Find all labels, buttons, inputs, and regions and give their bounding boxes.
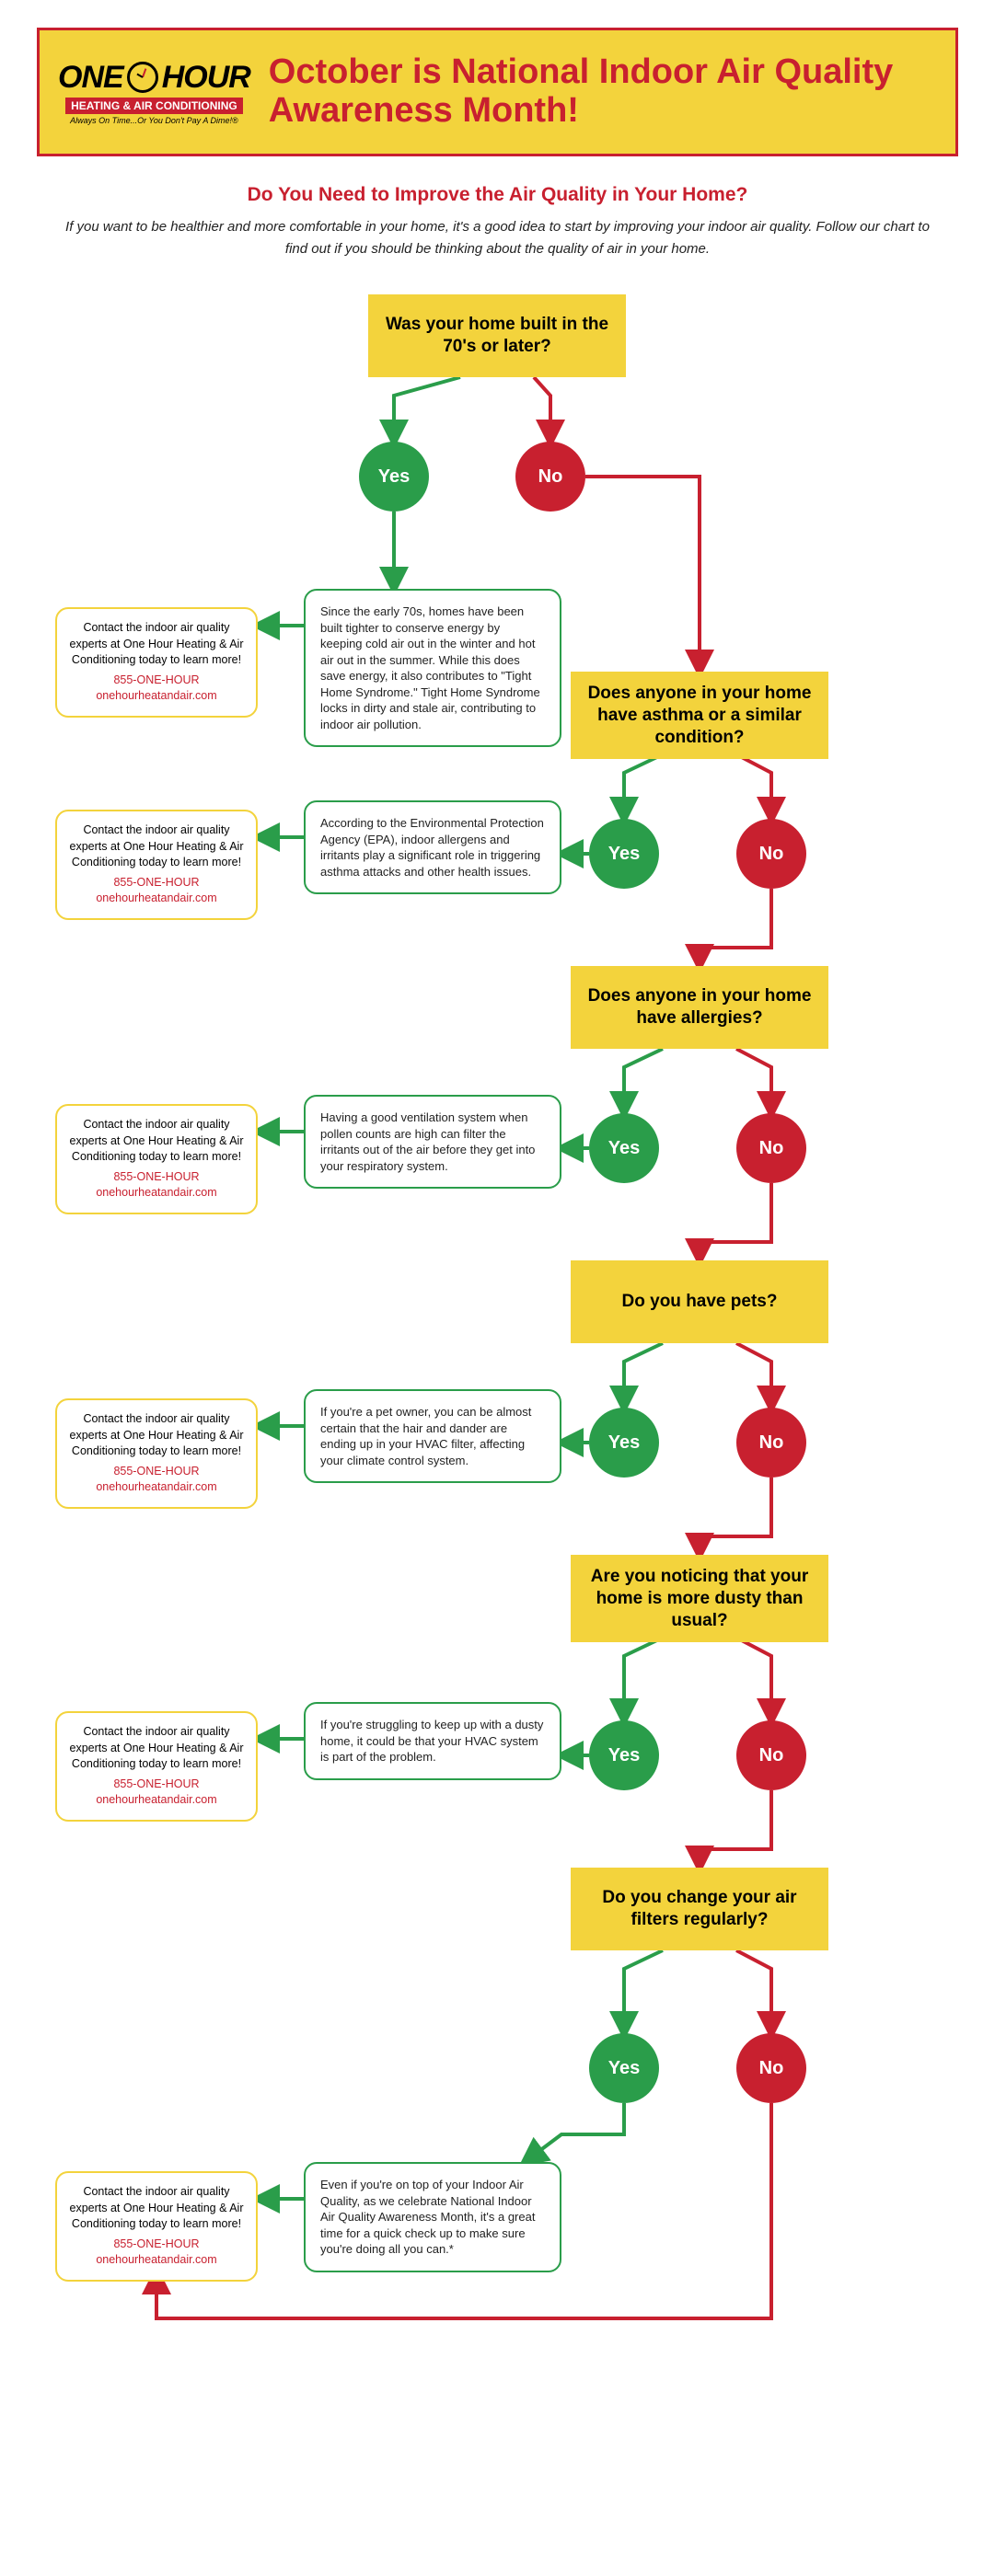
contact-box: Contact the indoor air quality experts a… xyxy=(55,1104,258,1214)
no-node: No xyxy=(736,1408,806,1478)
info-box: Having a good ventilation system when po… xyxy=(304,1095,561,1189)
header-banner: ONE HOUR HEATING & AIR CONDITIONING Alwa… xyxy=(37,28,958,156)
yes-node: Yes xyxy=(589,1113,659,1183)
contact-box: Contact the indoor air quality experts a… xyxy=(55,1398,258,1509)
yes-node: Yes xyxy=(589,819,659,889)
contact-box: Contact the indoor air quality experts a… xyxy=(55,1711,258,1822)
logo-tagline: Always On Time...Or You Don't Pay A Dime… xyxy=(70,116,238,125)
info-box: Since the early 70s, homes have been bui… xyxy=(304,589,561,747)
yes-node: Yes xyxy=(589,1720,659,1790)
yes-node: Yes xyxy=(589,2033,659,2103)
contact-box: Contact the indoor air quality experts a… xyxy=(55,2171,258,2282)
logo-word-hour: HOUR xyxy=(162,60,250,96)
header-title: October is National Indoor Air Quality A… xyxy=(269,53,937,131)
yes-node: Yes xyxy=(589,1408,659,1478)
question-box: Do you have pets? xyxy=(571,1260,828,1343)
no-node: No xyxy=(736,2033,806,2103)
contact-box: Contact the indoor air quality experts a… xyxy=(55,810,258,920)
info-box: If you're struggling to keep up with a d… xyxy=(304,1702,561,1780)
info-box: If you're a pet owner, you can be almost… xyxy=(304,1389,561,1483)
logo-word-one: ONE xyxy=(58,60,123,96)
brand-logo: ONE HOUR HEATING & AIR CONDITIONING Alwa… xyxy=(58,60,250,125)
no-node: No xyxy=(736,1720,806,1790)
logo-subline: HEATING & AIR CONDITIONING xyxy=(65,98,243,114)
sub-heading: Do You Need to Improve the Air Quality i… xyxy=(0,184,995,206)
clock-icon xyxy=(127,62,158,93)
flowchart-canvas: ONE HOUR HEATING & AIR CONDITIONING Alwa… xyxy=(0,0,995,2576)
question-box: Are you noticing that your home is more … xyxy=(571,1555,828,1642)
question-box: Was your home built in the 70's or later… xyxy=(368,294,626,377)
no-node: No xyxy=(736,1113,806,1183)
info-box: According to the Environmental Protectio… xyxy=(304,800,561,894)
question-box: Do you change your air filters regularly… xyxy=(571,1868,828,1950)
no-node: No xyxy=(736,819,806,889)
question-box: Does anyone in your home have allergies? xyxy=(571,966,828,1049)
no-node: No xyxy=(515,442,585,512)
info-box: Even if you're on top of your Indoor Air… xyxy=(304,2162,561,2272)
contact-box: Contact the indoor air quality experts a… xyxy=(55,607,258,718)
question-box: Does anyone in your home have asthma or … xyxy=(571,672,828,759)
yes-node: Yes xyxy=(359,442,429,512)
intro-text: If you want to be healthier and more com… xyxy=(55,216,940,260)
